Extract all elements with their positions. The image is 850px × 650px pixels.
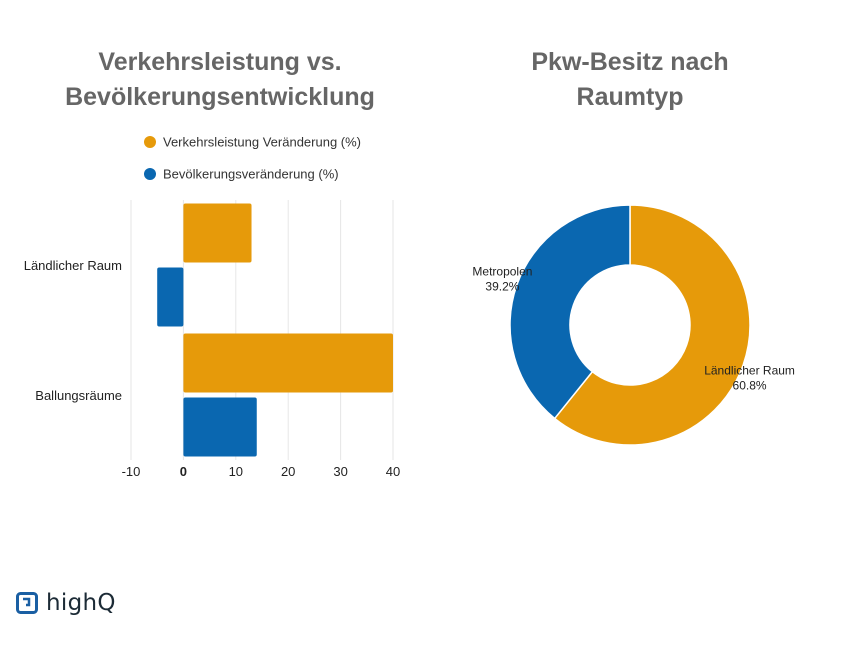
right-chart-title-line-2: Raumtyp <box>576 83 684 111</box>
left-chart-title-line-2: Bevölkerungsentwicklung <box>65 83 375 111</box>
highq-logo: highQ <box>16 590 116 616</box>
left-chart-title: Verkehrsleistung vs. Bevölkerungsentwick… <box>20 45 420 115</box>
x-tick-label-2: 0 <box>180 464 187 479</box>
donut-value-2: 39.2% <box>485 280 519 294</box>
bar-1-1 <box>183 203 252 263</box>
legend-label-2: Bevölkerungsveränderung (%) <box>163 167 339 182</box>
x-tick-label-6: 40 <box>386 464 400 479</box>
legend-label-1: Verkehrsleistung Veränderung (%) <box>163 135 361 150</box>
bar-1-2 <box>183 333 393 393</box>
right-chart-title: Pkw-Besitz nach Raumtyp <box>470 45 790 115</box>
donut-label-1: Ländlicher Raum <box>704 363 795 377</box>
donut-label-2: Metropolen <box>472 265 532 279</box>
legend-marker-2 <box>144 168 156 180</box>
donut-slice-2 <box>509 204 631 420</box>
left-chart-title-line-1: Verkehrsleistung vs. <box>98 48 342 76</box>
category-label-1: Ländlicher Raum <box>24 258 122 273</box>
highq-logo-icon <box>16 592 38 614</box>
right-chart-title-line-1: Pkw-Besitz nach <box>531 48 729 76</box>
bar-2-2 <box>183 397 257 457</box>
x-tick-label-4: 20 <box>281 464 295 479</box>
x-tick-label-1: -10 <box>122 464 141 479</box>
bar-2-1 <box>157 267 184 327</box>
legend-marker-1 <box>144 136 156 148</box>
x-tick-label-5: 30 <box>333 464 347 479</box>
highq-logo-text: highQ <box>46 590 116 616</box>
bar-chart: Verkehrsleistung Veränderung (%) Bevölker… <box>24 135 401 480</box>
donut-slice-1 <box>553 204 751 446</box>
category-label-2: Ballungsräume <box>35 388 122 403</box>
x-tick-label-3: 10 <box>229 464 243 479</box>
donut-value-1: 60.8% <box>733 378 767 392</box>
